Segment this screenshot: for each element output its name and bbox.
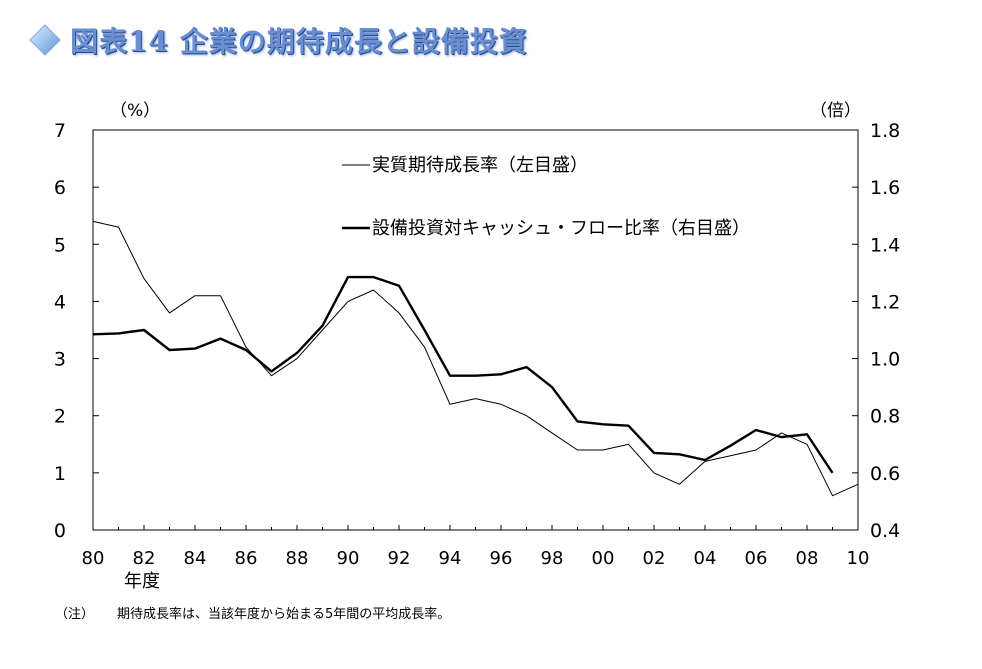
title-block: 図表14 企業の期待成長と設備投資 [28, 18, 528, 62]
y-left-tick-label: 1 [54, 463, 66, 485]
x-axis-label: 年度 [124, 571, 160, 592]
x-tick-label: 10 [847, 548, 870, 569]
y-right-tick-label: 1.4 [870, 234, 900, 256]
y-right-tick-label: 1.2 [870, 291, 900, 313]
chart-series [92, 220, 859, 497]
x-tick-label: 86 [235, 548, 258, 569]
series-line-capex-cashflow [92, 275, 834, 474]
y-right-tick-label: 1.6 [870, 177, 900, 199]
footnote-label: （注） [55, 607, 95, 622]
y-left-tick-label: 2 [54, 406, 66, 428]
x-tick-label: 04 [694, 548, 717, 569]
x-tick-label: 84 [184, 548, 207, 569]
y-left-unit-label: （%） [110, 101, 160, 121]
x-tick-label: 94 [439, 548, 462, 569]
diamond-icon [29, 24, 61, 56]
y-right-unit-label: （倍） [810, 101, 861, 121]
y-left-tick-label: 7 [54, 120, 66, 142]
y-left-tick-label: 6 [54, 177, 66, 199]
y-left-tick-label: 0 [54, 520, 66, 542]
x-tick-label: 92 [388, 548, 411, 569]
x-tick-label: 08 [796, 548, 819, 569]
x-tick-label: 82 [133, 548, 156, 569]
series-line-expected-growth [92, 220, 859, 497]
legend-label: 設備投資対キャッシュ・フロー比率（右目盛） [372, 218, 750, 239]
y-right-tick-label: 0.4 [870, 520, 900, 542]
y-left-tick-label: 3 [54, 349, 66, 371]
y-right-tick-label: 1.0 [870, 349, 900, 371]
x-tick-label: 98 [541, 548, 564, 569]
footnote: （注） 期待成長率は、当該年度から始まる5年間の平均成長率。 [55, 603, 450, 622]
y-left-tick-label: 4 [54, 291, 66, 313]
x-tick-label: 96 [490, 548, 513, 569]
plot-frame [92, 129, 859, 531]
chart-legend: 実質期待成長率（左目盛） 設備投資対キャッシュ・フロー比率（右目盛） [342, 155, 750, 239]
x-tick-label: 06 [745, 548, 768, 569]
x-tick-label: 80 [82, 548, 105, 569]
y-right-tick-label: 0.8 [870, 406, 900, 428]
x-tick-label: 90 [337, 548, 360, 569]
page-title: 図表14 企業の期待成長と設備投資 [70, 25, 528, 58]
y-right-tick-label: 1.8 [870, 120, 900, 142]
x-tick-label: 00 [592, 548, 615, 569]
x-tick-label: 88 [286, 548, 309, 569]
y-right-tick-label: 0.6 [870, 463, 900, 485]
legend-label: 実質期待成長率（左目盛） [372, 155, 588, 176]
y-left-tick-label: 5 [54, 234, 66, 256]
footnote-text: 期待成長率は、当該年度から始まる5年間の平均成長率。 [117, 607, 451, 622]
chart-axes: 0 1 2 3 4 5 6 7 0.4 0.6 0.8 1.0 1.2 1.4 1.6 1.8 80 82 84 86… [54, 101, 900, 592]
line-chart: 0 1 2 3 4 5 6 7 0.4 0.6 0.8 1.0 1.2 1.4 1.6 1.8 80 82 84 86… [54, 101, 900, 592]
x-tick-label: 02 [643, 548, 666, 569]
